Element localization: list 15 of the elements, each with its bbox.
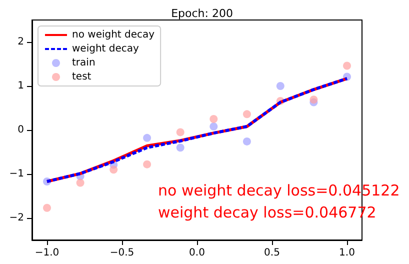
- x-tick-label: −0.5: [110, 248, 134, 258]
- y-tick-label: 1: [18, 80, 24, 92]
- chart-title: Epoch: 200: [171, 7, 233, 20]
- legend-label: weight decay: [72, 44, 140, 54]
- y-tick-label: 0: [18, 124, 24, 136]
- y-tick-label: −1: [9, 168, 24, 180]
- x-tick-label: −1.0: [34, 248, 60, 258]
- legend-label: train: [72, 58, 96, 68]
- x-tick-label: 0.0: [189, 248, 205, 258]
- y-tick-label: 2: [18, 36, 24, 48]
- x-tick-label: 0.5: [264, 248, 280, 258]
- x-tick-label: 1.0: [339, 248, 355, 258]
- legend-label: no weight decay: [72, 30, 155, 40]
- y-tick-label: −2: [9, 212, 24, 224]
- legend-label: test: [72, 72, 92, 82]
